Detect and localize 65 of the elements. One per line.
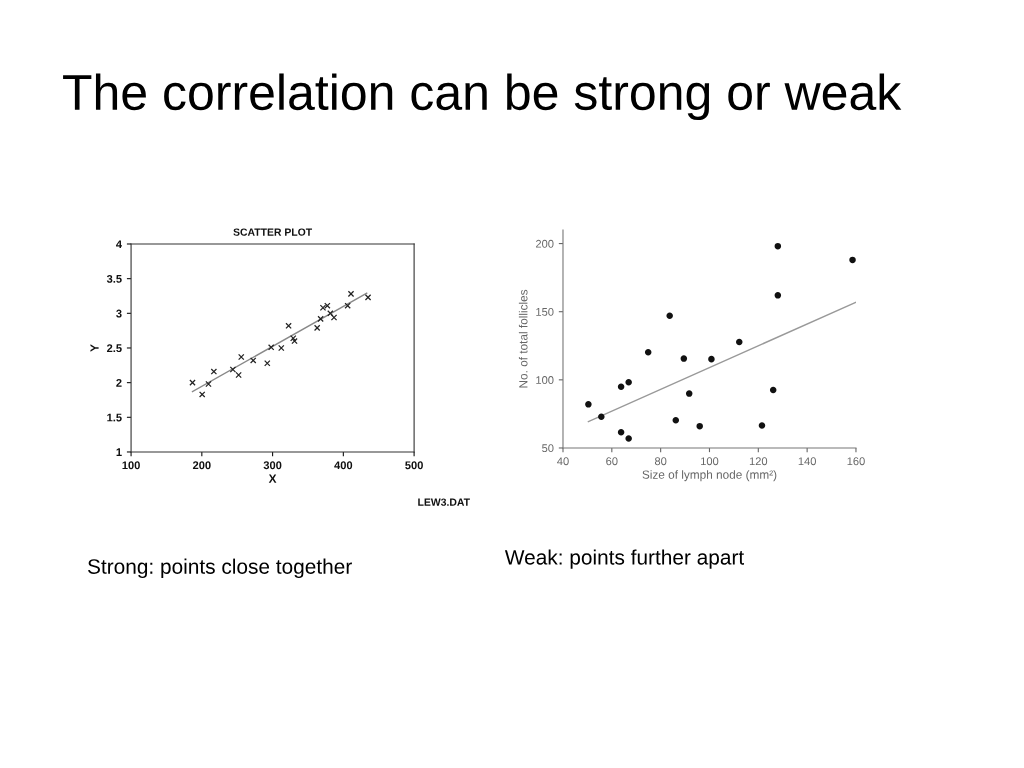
x-tick-label: 60 bbox=[606, 457, 618, 466]
chart-title: SCATTER PLOT bbox=[233, 228, 313, 236]
x-tick-label: 100 bbox=[122, 461, 140, 470]
point bbox=[278, 344, 285, 352]
x-tick-label: 40 bbox=[557, 457, 569, 466]
y-tick-label: 3 bbox=[116, 309, 122, 318]
point bbox=[644, 349, 652, 356]
x-tick-label: 140 bbox=[798, 457, 816, 466]
y-tick-label: 4 bbox=[116, 240, 122, 249]
x-tick-label: 200 bbox=[192, 461, 211, 470]
x-axis-title: X bbox=[268, 474, 277, 483]
y-tick-label: 200 bbox=[535, 239, 554, 248]
y-axis-title: No. of total follicles bbox=[518, 289, 528, 388]
point bbox=[198, 391, 206, 398]
point bbox=[585, 401, 592, 408]
point bbox=[769, 386, 777, 394]
point bbox=[330, 314, 338, 321]
point bbox=[617, 429, 625, 436]
y-tick-label: 50 bbox=[542, 444, 554, 453]
point bbox=[238, 353, 245, 361]
x-tick-label: 500 bbox=[405, 461, 423, 470]
text: Weak: points further apart bbox=[504, 549, 745, 569]
point bbox=[666, 312, 673, 320]
point bbox=[210, 368, 218, 375]
point bbox=[680, 355, 688, 362]
point bbox=[758, 422, 766, 429]
point bbox=[285, 322, 292, 330]
y-tick-label: 150 bbox=[536, 307, 554, 316]
point bbox=[364, 294, 372, 301]
point bbox=[317, 315, 324, 323]
x-tick-label: 160 bbox=[847, 457, 865, 466]
y-axis-title: Y bbox=[90, 344, 99, 352]
point bbox=[319, 304, 327, 311]
point bbox=[617, 383, 625, 391]
point bbox=[849, 256, 856, 264]
point bbox=[229, 366, 237, 373]
x-tick-label: 120 bbox=[749, 457, 768, 466]
point bbox=[708, 355, 715, 363]
point bbox=[235, 371, 242, 379]
text: LEW3.DAT bbox=[418, 498, 470, 506]
point bbox=[249, 357, 257, 364]
point bbox=[598, 413, 605, 421]
x-tick-label: 400 bbox=[334, 461, 353, 470]
x-tick-label: 100 bbox=[701, 457, 719, 466]
y-tick-label: 2 bbox=[116, 378, 122, 387]
y-tick-label: 1 bbox=[116, 448, 122, 456]
y-tick-label: 1.5 bbox=[107, 413, 122, 422]
y-tick-label: 2.5 bbox=[106, 344, 122, 353]
y-tick-label: 3.5 bbox=[106, 274, 122, 283]
text: The correlation can be strong or weak bbox=[63, 73, 902, 121]
y-tick-label: 100 bbox=[536, 376, 554, 384]
point bbox=[774, 292, 782, 299]
x-tick-label: 300 bbox=[263, 461, 282, 470]
point bbox=[672, 417, 680, 424]
point bbox=[205, 380, 212, 388]
point bbox=[625, 435, 632, 442]
text: Strong: points close together bbox=[87, 558, 352, 579]
point bbox=[774, 242, 782, 250]
point bbox=[736, 338, 743, 346]
point bbox=[696, 422, 703, 430]
point bbox=[685, 390, 693, 397]
x-tick-label: 80 bbox=[654, 457, 667, 466]
x-axis-title: Size of lymph node (mm²) bbox=[642, 470, 777, 482]
point bbox=[625, 379, 632, 386]
point bbox=[189, 379, 196, 386]
